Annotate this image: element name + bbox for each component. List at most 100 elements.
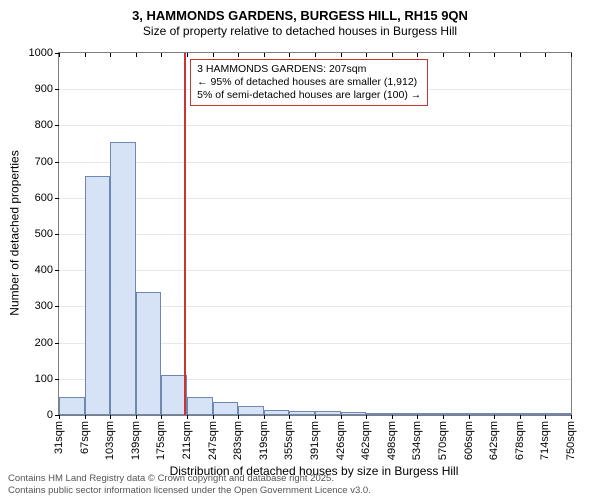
x-tick-mark	[161, 415, 162, 419]
footnote: Contains HM Land Registry data © Crown c…	[8, 473, 371, 496]
x-tick-mark	[417, 415, 418, 419]
histogram-bar	[366, 413, 392, 415]
x-tick-mark	[59, 415, 60, 419]
x-tick-mark	[571, 415, 572, 419]
annotation-line: 3 HAMMONDS GARDENS: 207sqm	[197, 63, 421, 76]
x-tick-label: 426sqm	[335, 421, 347, 460]
x-tick-mark	[545, 53, 546, 57]
histogram-bar	[59, 397, 85, 415]
x-tick-mark	[161, 53, 162, 57]
histogram-bar	[187, 397, 213, 415]
x-tick-label: 570sqm	[437, 421, 449, 460]
gridline	[59, 125, 571, 126]
x-tick-label: 31sqm	[53, 421, 65, 454]
x-tick-mark	[469, 53, 470, 57]
x-tick-mark	[494, 53, 495, 57]
x-tick-mark	[520, 53, 521, 57]
histogram-bar	[520, 413, 546, 415]
x-tick-label: 139sqm	[130, 421, 142, 460]
x-tick-mark	[341, 415, 342, 419]
y-tick-label: 500	[35, 228, 53, 240]
y-axis-label: Number of detached properties	[8, 52, 22, 414]
x-tick-mark	[213, 415, 214, 419]
footnote-line: Contains public sector information licen…	[8, 485, 371, 496]
x-tick-mark	[315, 415, 316, 419]
x-tick-mark	[366, 415, 367, 419]
annotation-box: 3 HAMMONDS GARDENS: 207sqm← 95% of detac…	[190, 59, 428, 106]
x-tick-mark	[213, 53, 214, 57]
x-tick-mark	[264, 53, 265, 57]
x-tick-mark	[187, 53, 188, 57]
x-tick-label: 606sqm	[463, 421, 475, 460]
x-tick-label: 678sqm	[514, 421, 526, 460]
histogram-bar	[238, 406, 264, 415]
x-tick-label: 642sqm	[488, 421, 500, 460]
footnote-line: Contains HM Land Registry data © Crown c…	[8, 473, 371, 484]
x-tick-mark	[85, 53, 86, 57]
x-tick-mark	[59, 53, 60, 57]
x-tick-mark	[85, 415, 86, 419]
x-tick-mark	[443, 53, 444, 57]
x-tick-label: 211sqm	[181, 421, 193, 459]
histogram-bar	[85, 176, 111, 415]
annotation-line: 5% of semi-detached houses are larger (1…	[197, 89, 421, 102]
x-tick-mark	[366, 53, 367, 57]
x-tick-mark	[443, 415, 444, 419]
histogram-bar	[264, 410, 290, 415]
x-tick-mark	[187, 415, 188, 419]
x-tick-label: 103sqm	[104, 421, 116, 460]
x-tick-label: 247sqm	[207, 421, 219, 460]
x-tick-mark	[136, 415, 137, 419]
gridline	[59, 270, 571, 271]
y-tick-label: 100	[35, 373, 53, 385]
x-tick-mark	[392, 53, 393, 57]
histogram-bar	[417, 413, 443, 415]
histogram-bar	[392, 413, 418, 415]
x-tick-label: 319sqm	[258, 421, 270, 460]
x-tick-mark	[289, 53, 290, 57]
x-tick-mark	[469, 415, 470, 419]
x-tick-label: 750sqm	[565, 421, 577, 460]
x-tick-mark	[545, 415, 546, 419]
y-tick-label: 600	[35, 192, 53, 204]
chart-title: 3, HAMMONDS GARDENS, BURGESS HILL, RH15 …	[0, 0, 600, 24]
y-tick-label: 900	[35, 83, 53, 95]
x-tick-mark	[238, 415, 239, 419]
histogram-bar	[545, 413, 571, 415]
x-tick-label: 355sqm	[283, 421, 295, 460]
histogram-bar	[341, 412, 367, 415]
x-tick-mark	[110, 415, 111, 419]
y-tick-label: 300	[35, 300, 53, 312]
gridline	[59, 234, 571, 235]
annotation-line: ← 95% of detached houses are smaller (1,…	[197, 76, 421, 89]
x-tick-label: 391sqm	[309, 421, 321, 460]
histogram-bar	[161, 375, 187, 415]
reference-line	[184, 53, 186, 415]
y-tick-label: 800	[35, 119, 53, 131]
plot-area: 0100200300400500600700800900100031sqm67s…	[58, 52, 572, 416]
y-tick-label: 0	[47, 409, 53, 421]
x-tick-label: 498sqm	[386, 421, 398, 460]
y-tick-label: 200	[35, 337, 53, 349]
x-tick-mark	[136, 53, 137, 57]
x-tick-mark	[289, 415, 290, 419]
histogram-bar	[213, 402, 239, 415]
histogram-bar	[315, 411, 341, 415]
x-tick-label: 283sqm	[232, 421, 244, 460]
x-tick-label: 175sqm	[155, 421, 167, 460]
y-tick-label: 1000	[29, 47, 53, 59]
histogram-bar	[110, 142, 136, 415]
x-tick-mark	[520, 415, 521, 419]
gridline	[59, 162, 571, 163]
chart-subtitle: Size of property relative to detached ho…	[0, 24, 600, 42]
chart-container: 3, HAMMONDS GARDENS, BURGESS HILL, RH15 …	[0, 0, 600, 500]
x-tick-label: 67sqm	[79, 421, 91, 454]
y-tick-label: 700	[35, 156, 53, 168]
gridline	[59, 198, 571, 199]
x-tick-mark	[341, 53, 342, 57]
histogram-bar	[443, 413, 469, 415]
histogram-bar	[289, 411, 315, 415]
x-tick-mark	[571, 53, 572, 57]
y-tick-label: 400	[35, 264, 53, 276]
x-tick-mark	[494, 415, 495, 419]
